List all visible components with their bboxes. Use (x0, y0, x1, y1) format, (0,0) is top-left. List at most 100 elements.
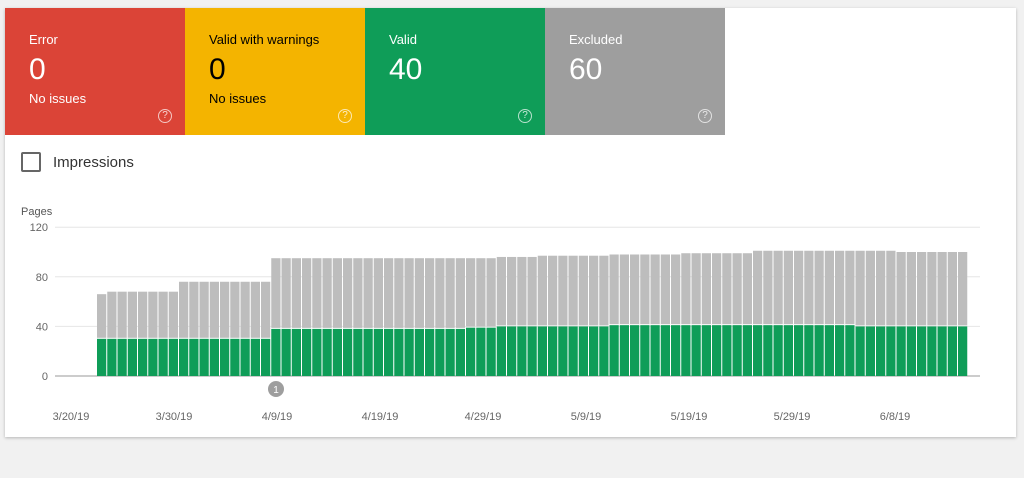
bar-excluded[interactable] (189, 281, 199, 338)
card-error[interactable]: Error 0 No issues ? (5, 8, 185, 135)
bar-excluded[interactable] (281, 258, 291, 328)
bar-excluded[interactable] (168, 291, 178, 338)
bar-valid[interactable] (148, 338, 158, 376)
bar-excluded[interactable] (773, 250, 783, 325)
bar-excluded[interactable] (394, 258, 404, 328)
bar-valid[interactable] (168, 338, 178, 376)
bar-valid[interactable] (753, 325, 763, 376)
bar-valid[interactable] (527, 326, 537, 376)
bar-excluded[interactable] (578, 255, 588, 326)
bar-valid[interactable] (117, 338, 127, 376)
bar-valid[interactable] (322, 328, 332, 376)
bar-excluded[interactable] (783, 250, 793, 325)
bar-valid[interactable] (722, 325, 732, 376)
bar-valid[interactable] (763, 325, 773, 376)
bar-excluded[interactable] (712, 253, 722, 325)
bar-valid[interactable] (97, 338, 107, 376)
bar-valid[interactable] (496, 326, 506, 376)
bar-excluded[interactable] (855, 250, 865, 326)
bar-excluded[interactable] (947, 252, 957, 326)
bar-excluded[interactable] (466, 258, 476, 327)
bar-excluded[interactable] (240, 281, 250, 338)
bar-excluded[interactable] (906, 252, 916, 326)
bar-valid[interactable] (414, 328, 424, 376)
impressions-toggle[interactable]: Impressions (21, 152, 134, 172)
bar-excluded[interactable] (732, 253, 742, 325)
bar-valid[interactable] (302, 328, 312, 376)
bar-excluded[interactable] (261, 281, 271, 338)
bar-excluded[interactable] (486, 258, 496, 327)
bar-excluded[interactable] (517, 256, 527, 326)
bar-valid[interactable] (332, 328, 342, 376)
annotation-circle[interactable] (268, 381, 284, 397)
bar-valid[interactable] (681, 325, 691, 376)
bar-excluded[interactable] (138, 291, 148, 338)
bar-excluded[interactable] (824, 250, 834, 325)
bar-valid[interactable] (230, 338, 240, 376)
bar-excluded[interactable] (927, 252, 937, 326)
bar-excluded[interactable] (363, 258, 373, 328)
bar-excluded[interactable] (507, 256, 517, 326)
bar-valid[interactable] (589, 326, 599, 376)
bar-excluded[interactable] (199, 281, 209, 338)
bar-excluded[interactable] (558, 255, 568, 326)
annotation-marker[interactable]: 1 (268, 381, 284, 397)
bar-excluded[interactable] (527, 256, 537, 326)
bar-excluded[interactable] (230, 281, 240, 338)
bar-excluded[interactable] (896, 252, 906, 326)
bar-excluded[interactable] (886, 250, 896, 326)
bar-valid[interactable] (742, 325, 752, 376)
bar-valid[interactable] (845, 325, 855, 376)
help-icon[interactable]: ? (698, 109, 712, 123)
bar-valid[interactable] (906, 326, 916, 376)
bar-excluded[interactable] (384, 258, 394, 328)
bar-excluded[interactable] (722, 253, 732, 325)
bar-valid[interactable] (947, 326, 957, 376)
bar-valid[interactable] (394, 328, 404, 376)
bar-valid[interactable] (445, 328, 455, 376)
bar-excluded[interactable] (250, 281, 260, 338)
bar-excluded[interactable] (650, 254, 660, 325)
bar-excluded[interactable] (609, 254, 619, 325)
bar-valid[interactable] (578, 326, 588, 376)
bar-excluded[interactable] (435, 258, 445, 328)
bar-valid[interactable] (486, 327, 496, 376)
bar-valid[interactable] (158, 338, 168, 376)
bar-excluded[interactable] (917, 252, 927, 326)
bar-excluded[interactable] (753, 250, 763, 325)
bar-excluded[interactable] (794, 250, 804, 325)
bar-valid[interactable] (876, 326, 886, 376)
bar-excluded[interactable] (876, 250, 886, 326)
help-icon[interactable]: ? (158, 109, 172, 123)
bar-excluded[interactable] (209, 281, 219, 338)
bar-excluded[interactable] (117, 291, 127, 338)
bar-valid[interactable] (824, 325, 834, 376)
bar-excluded[interactable] (630, 254, 640, 325)
bar-excluded[interactable] (958, 252, 968, 326)
bar-excluded[interactable] (343, 258, 353, 328)
bar-excluded[interactable] (835, 250, 845, 325)
bar-valid[interactable] (865, 326, 875, 376)
bar-valid[interactable] (814, 325, 824, 376)
bar-excluded[interactable] (701, 253, 711, 325)
bar-excluded[interactable] (271, 258, 281, 328)
bar-excluded[interactable] (425, 258, 435, 328)
bar-valid[interactable] (568, 326, 578, 376)
bar-valid[interactable] (537, 326, 547, 376)
bar-valid[interactable] (353, 328, 363, 376)
bar-valid[interactable] (373, 328, 383, 376)
bar-valid[interactable] (599, 326, 609, 376)
bar-excluded[interactable] (599, 255, 609, 326)
help-icon[interactable]: ? (338, 109, 352, 123)
bar-valid[interactable] (517, 326, 527, 376)
bar-excluded[interactable] (353, 258, 363, 328)
bar-excluded[interactable] (589, 255, 599, 326)
bar-valid[interactable] (660, 325, 670, 376)
bar-valid[interactable] (794, 325, 804, 376)
bar-valid[interactable] (937, 326, 947, 376)
bar-excluded[interactable] (127, 291, 137, 338)
bar-valid[interactable] (476, 327, 486, 376)
bar-excluded[interactable] (865, 250, 875, 326)
bar-valid[interactable] (732, 325, 742, 376)
bar-excluded[interactable] (537, 255, 547, 326)
